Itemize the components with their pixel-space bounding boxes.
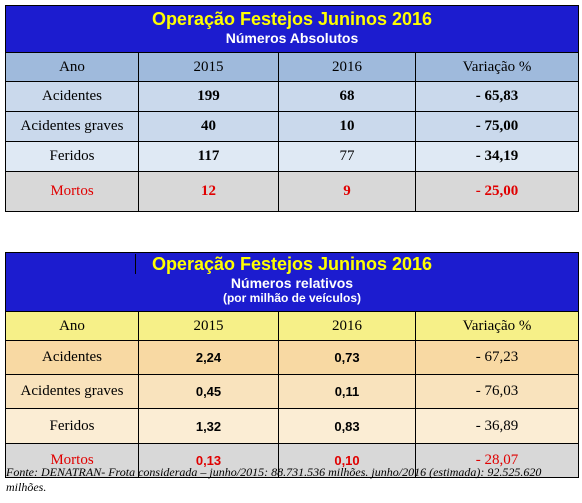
value-variation: - 75,00 — [475, 118, 519, 134]
row-label: Mortos — [6, 172, 139, 211]
value-2015: 2,24 — [139, 341, 279, 374]
table2-subtitle: Números relativos — [230, 275, 354, 291]
row-label: Acidentes graves — [6, 375, 139, 408]
row-label: Feridos — [6, 409, 139, 443]
value-2016: 0,83 — [279, 409, 416, 443]
table-row: Mortos 0,13 0,10 - 28,07 — [6, 444, 578, 477]
table1-column-header-row: Ano 2015 2016 Variação % — [6, 53, 578, 82]
column-header-ano: Ano — [6, 53, 139, 81]
column-header-2015: 2015 — [139, 53, 279, 81]
column-header-variacao: Variação % — [462, 317, 532, 334]
column-header-2015: 2015 — [139, 312, 279, 340]
table-row: Acidentes 2,24 0,73 - 67,23 — [6, 341, 578, 375]
value-2015: 1,32 — [139, 409, 279, 443]
table-row: Acidentes 199 68 - 65,83 — [6, 82, 578, 112]
value-variation: - 67,23 — [475, 349, 519, 365]
row-label: Acidentes — [6, 82, 139, 111]
value-variation: - 36,89 — [475, 417, 519, 434]
value-2016: 10 — [279, 112, 416, 141]
table-row: Feridos 117 77 - 34,19 — [6, 142, 578, 172]
value-2015: 0,45 — [139, 375, 279, 408]
table-row: Acidentes graves 0,45 0,11 - 76,03 — [6, 375, 578, 409]
table2-title: Operação Festejos Juninos 2016 — [151, 254, 433, 274]
value-variation: - 34,19 — [475, 148, 519, 164]
value-2015: 117 — [139, 142, 279, 171]
column-header-ano: Ano — [6, 312, 139, 340]
table2-subtitle-units: (por milhão de veículos) — [222, 291, 362, 305]
text-cursor — [135, 254, 136, 274]
column-header-2016: 2016 — [279, 53, 416, 81]
absolute-numbers-table: Operação Festejos Juninos 2016 Números A… — [5, 5, 579, 212]
value-2016: 0,10 — [279, 444, 416, 477]
value-variation: - 25,00 — [475, 183, 519, 199]
column-header-variacao: Variação % — [462, 58, 532, 75]
value-2015: 12 — [139, 172, 279, 211]
row-label: Feridos — [6, 142, 139, 171]
value-2015: 199 — [139, 82, 279, 111]
value-2015: 40 — [139, 112, 279, 141]
relative-numbers-table: Operação Festejos Juninos 2016 Números r… — [5, 252, 579, 478]
table-row: Mortos 12 9 - 25,00 — [6, 172, 578, 211]
value-2016: 68 — [279, 82, 416, 111]
table2-header: Operação Festejos Juninos 2016 Números r… — [6, 253, 578, 312]
row-label: Mortos — [6, 444, 139, 477]
value-variation: - 76,03 — [475, 383, 519, 399]
column-header-2016: 2016 — [279, 312, 416, 340]
row-label: Acidentes — [6, 341, 139, 374]
value-2016: 0,11 — [279, 375, 416, 408]
row-label: Acidentes graves — [6, 112, 139, 141]
value-2016: 77 — [279, 142, 416, 171]
table2-column-header-row: Ano 2015 2016 Variação % — [6, 312, 578, 341]
table-row: Feridos 1,32 0,83 - 36,89 — [6, 409, 578, 444]
table1-header: Operação Festejos Juninos 2016 Números A… — [6, 6, 578, 53]
table1-subtitle: Números Absolutos — [225, 30, 359, 46]
table1-title: Operação Festejos Juninos 2016 — [151, 9, 433, 29]
value-variation: - 65,83 — [475, 88, 519, 104]
value-2015: 0,13 — [139, 444, 279, 477]
value-2016: 0,73 — [279, 341, 416, 374]
value-2016: 9 — [279, 172, 416, 211]
source-footnote: Fonte: DENATRAN- Frota considerada – jun… — [6, 465, 542, 494]
value-variation: - 28,07 — [475, 452, 519, 468]
table-row: Acidentes graves 40 10 - 75,00 — [6, 112, 578, 142]
